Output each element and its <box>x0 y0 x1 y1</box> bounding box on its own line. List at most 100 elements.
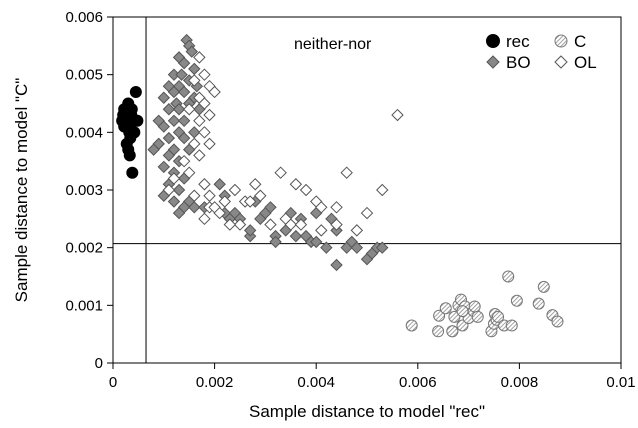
data-point-ol <box>162 183 176 197</box>
legend-label-c: C <box>574 32 586 51</box>
data-point-ol <box>315 201 328 214</box>
data-point-bo <box>185 45 198 58</box>
data-point-ol <box>188 189 201 202</box>
y-axis-title: Sample distance to model "C" <box>12 78 31 303</box>
data-point-bo <box>167 85 181 99</box>
data-point-c <box>448 310 461 323</box>
data-point-ol <box>203 137 216 151</box>
y-tick-label: 0.005 <box>65 67 103 84</box>
legend-marker-rec <box>486 34 500 48</box>
data-point-c <box>446 325 459 338</box>
data-point-ol <box>289 178 303 191</box>
legend-label-ol: OL <box>574 53 597 72</box>
data-point-c <box>502 270 515 283</box>
data-point-bo <box>147 143 160 156</box>
data-point-bo <box>172 206 186 220</box>
data-point-ol <box>198 68 211 81</box>
y-tick-label: 0.001 <box>65 297 103 314</box>
data-point-ol <box>188 74 201 87</box>
data-point-rec <box>129 85 142 98</box>
x-axis-ticks: 0 0.002 0.004 0.006 0.008 0.01 <box>109 363 636 391</box>
data-point-bo <box>350 241 364 254</box>
data-point-rec <box>128 126 141 139</box>
data-point-bo <box>330 258 343 272</box>
data-point-ol <box>218 195 231 208</box>
data-point-ol <box>228 183 242 197</box>
y-axis-ticks: 0 0.001 0.002 0.003 0.004 0.005 0.006 <box>65 9 113 372</box>
data-point-ol <box>203 108 216 122</box>
data-point-bo <box>157 91 171 104</box>
data-point-bo <box>177 85 191 99</box>
data-point-ol <box>198 178 211 191</box>
data-point-c <box>505 319 518 332</box>
data-point-ol <box>340 166 353 179</box>
data-point-bo <box>177 56 191 70</box>
data-point-c <box>510 294 523 307</box>
data-point-bo <box>320 241 333 254</box>
data-point-ol <box>177 154 191 168</box>
data-point-bo <box>157 120 171 133</box>
data-point-ol <box>193 149 206 162</box>
x-axis-title: Sample distance to model "rec" <box>249 402 485 421</box>
data-point-ol <box>274 166 287 179</box>
data-point-ol <box>198 97 211 110</box>
x-tick-label: 0 <box>109 374 117 391</box>
data-point-ol <box>198 126 211 139</box>
data-point-c <box>537 280 550 293</box>
data-point-ol <box>299 183 313 197</box>
data-point-ol <box>188 137 201 151</box>
x-tick-label: 0.008 <box>501 374 539 391</box>
data-point-bo <box>264 201 277 214</box>
data-point-bo <box>172 183 186 197</box>
x-tick-label: 0.002 <box>196 374 234 391</box>
data-point-bo <box>188 126 201 139</box>
data-point-bo <box>175 68 188 81</box>
y-tick-label: 0.002 <box>65 240 103 257</box>
data-point-rec <box>121 103 134 116</box>
data-point-bo <box>157 160 171 174</box>
data-point-c <box>456 305 469 318</box>
data-point-ol <box>376 183 389 197</box>
legend-label-bo: BO <box>506 53 531 72</box>
data-point-bo <box>167 114 181 128</box>
data-point-bo <box>177 131 191 145</box>
data-point-ol <box>243 195 257 208</box>
legend-label-rec: rec <box>506 32 530 51</box>
data-point-ol <box>284 218 298 231</box>
data-point-c <box>551 315 564 328</box>
x-tick-label: 0.01 <box>606 374 635 391</box>
data-point-ol <box>193 51 206 64</box>
data-point-ol <box>360 206 374 220</box>
data-point-bo <box>172 103 186 116</box>
data-point-bo <box>162 103 176 116</box>
data-point-rec <box>123 149 136 162</box>
data-point-bo <box>162 149 176 162</box>
data-point-rec <box>119 114 132 127</box>
data-point-bo <box>177 114 191 128</box>
data-point-ol <box>315 224 328 237</box>
data-point-c <box>532 297 545 310</box>
data-point-ol <box>249 178 262 191</box>
annotation-neither-nor: neither-nor <box>294 36 372 53</box>
data-point-ol <box>182 166 196 179</box>
legend: rec C BO OL <box>486 32 597 72</box>
data-point-bo <box>243 224 257 237</box>
data-point-c <box>405 319 418 332</box>
x-tick-label: 0.006 <box>399 374 437 391</box>
data-point-bo <box>376 241 389 254</box>
data-point-ol <box>213 206 226 220</box>
data-point-ol <box>182 103 196 116</box>
data-point-ol <box>198 212 211 226</box>
data-points <box>116 33 564 338</box>
data-point-bo <box>167 195 181 208</box>
data-point-bo <box>188 201 201 214</box>
data-point-bo <box>188 62 201 76</box>
data-point-ol <box>193 114 206 128</box>
data-point-ol <box>203 189 216 202</box>
legend-marker-bo <box>486 55 500 69</box>
data-point-c <box>432 325 445 338</box>
y-tick-label: 0.003 <box>65 182 103 199</box>
data-point-ol <box>330 218 343 231</box>
data-point-ol <box>350 224 364 237</box>
y-tick-label: 0 <box>95 355 103 372</box>
